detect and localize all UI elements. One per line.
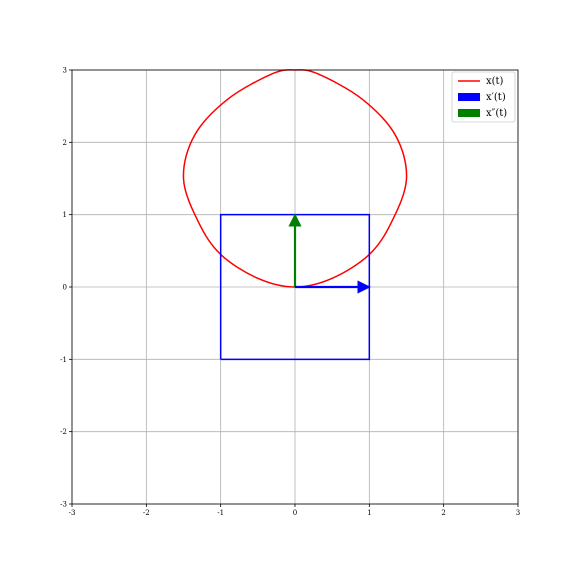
x-tick-label: 2 xyxy=(441,509,445,517)
y-tick-label: 1 xyxy=(63,211,67,219)
tick-layer: -3 -2 -1 0 1 2 3 -3 -2 -1 0 1 2 3 xyxy=(60,67,520,518)
legend-label-velocity: x′(t) xyxy=(486,92,506,103)
legend-swatch-acceleration xyxy=(458,109,480,117)
x-tick-label: 1 xyxy=(367,509,371,517)
square-x-prime-t xyxy=(219,213,371,361)
x-tick-label: -3 xyxy=(69,509,76,517)
y-tick-label: 0 xyxy=(63,284,67,292)
x-tick-label: -2 xyxy=(143,509,150,517)
legend: x(t) x′(t) x″(t) xyxy=(451,71,516,123)
legend-label-acceleration: x″(t) xyxy=(486,108,507,119)
x-tick-label: 3 xyxy=(516,509,520,517)
legend-swatch-velocity xyxy=(458,93,480,101)
legend-label-curve: x(t) xyxy=(486,76,504,87)
y-tick-label: 3 xyxy=(63,67,67,75)
y-tick-label: -3 xyxy=(60,501,67,509)
y-tick-label: -2 xyxy=(60,428,67,436)
y-tick-label: 2 xyxy=(63,139,67,147)
x-tick-label: -1 xyxy=(217,509,224,517)
y-tick-label: -1 xyxy=(60,356,67,364)
x-tick-label: 0 xyxy=(293,509,297,517)
